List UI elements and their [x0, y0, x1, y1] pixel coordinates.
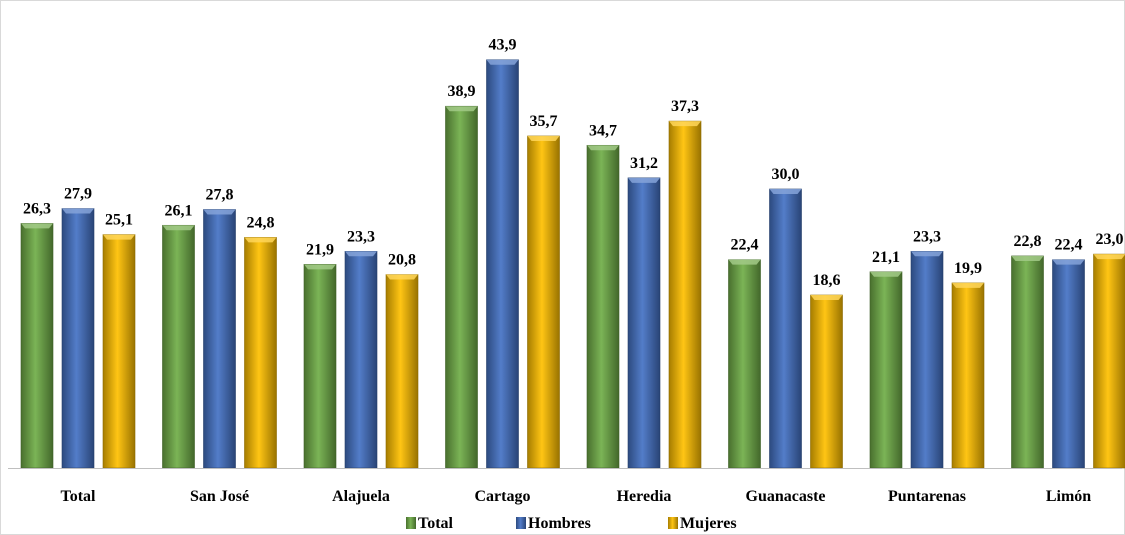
bar-cap-guanacaste-hombres	[769, 189, 802, 194]
data-label-san-jose-hombres: 27,8	[206, 186, 234, 203]
bar-cap-puntarenas-mujeres	[952, 282, 984, 288]
data-label-alajuela-mujeres: 20,8	[388, 252, 416, 269]
bar-heredia-total	[586, 144, 620, 469]
bar-cap-total-hombres	[62, 208, 94, 214]
bar-puntarenas-hombres	[910, 251, 944, 469]
bar-limon-mujeres	[1093, 253, 1125, 469]
data-label-puntarenas-hombres: 23,3	[913, 228, 941, 245]
bar-cap-total-total	[21, 223, 53, 229]
legend-label-mujeres: Mujeres	[680, 515, 737, 532]
category-label-san-jose: San José	[190, 488, 249, 505]
bar-san-jose-total	[162, 224, 195, 469]
bar-guanacaste-hombres	[769, 188, 802, 469]
bar-cap-alajuela-total	[304, 264, 336, 270]
data-label-cartago-total: 38,9	[448, 83, 476, 100]
bar-cap-heredia-total	[587, 145, 619, 151]
legend-label-hombres: Hombres	[528, 515, 591, 532]
bar-limon-hombres	[1052, 259, 1085, 469]
bar-cap-limon-total	[1011, 255, 1044, 261]
bar-cap-heredia-hombres	[628, 177, 660, 183]
data-label-san-jose-total: 26,1	[165, 202, 193, 219]
category-label-heredia: Heredia	[617, 488, 672, 505]
bar-alajuela-mujeres	[385, 274, 419, 469]
bar-cap-alajuela-hombres	[345, 251, 377, 257]
data-label-puntarenas-total: 21,1	[872, 249, 900, 266]
bar-cap-limon-mujeres	[1093, 254, 1125, 260]
bar-cartago-total	[445, 105, 478, 469]
legend-item-total: Total	[406, 515, 454, 532]
category-label-guanacaste: Guanacaste	[746, 488, 826, 505]
bar-heredia-mujeres	[668, 120, 702, 469]
bar-cap-san-jose-total	[162, 225, 195, 231]
data-label-san-jose-mujeres: 24,8	[247, 214, 275, 231]
bar-limon-total	[1011, 255, 1044, 469]
bar-cap-san-jose-hombres	[203, 209, 236, 215]
bar-total-total	[20, 223, 54, 469]
bar-cap-guanacaste-mujeres	[810, 295, 843, 301]
bar-cap-limon-hombres	[1052, 259, 1085, 265]
bars-layer	[20, 59, 1125, 469]
legend-swatch-hombres	[516, 517, 526, 529]
data-labels-layer: 26,3 27,9 25,1 26,1 27,8 24,8 21,9 23,3 20,8 38,9…	[23, 37, 1124, 289]
data-label-limon-mujeres: 23,0	[1096, 231, 1124, 248]
bar-alajuela-total	[303, 264, 337, 469]
data-label-limon-hombres: 22,4	[1055, 237, 1083, 254]
data-label-alajuela-hombres: 23,3	[347, 228, 375, 245]
category-label-total: Total	[61, 488, 97, 505]
data-label-guanacaste-total: 22,4	[731, 237, 759, 254]
data-label-total-mujeres: 25,1	[105, 212, 133, 229]
bar-cap-san-jose-mujeres	[244, 237, 277, 243]
bar-guanacaste-total	[728, 259, 761, 469]
data-label-total-total: 26,3	[23, 200, 51, 217]
data-label-heredia-total: 34,7	[589, 122, 617, 139]
data-label-cartago-hombres: 43,9	[489, 37, 517, 54]
bar-cap-cartago-hombres	[486, 59, 519, 65]
data-label-guanacaste-hombres: 30,0	[772, 166, 800, 183]
data-label-limon-total: 22,8	[1014, 233, 1042, 250]
data-label-alajuela-total: 21,9	[306, 241, 334, 258]
category-label-cartago: Cartago	[475, 488, 531, 505]
bar-cap-alajuela-mujeres	[386, 274, 418, 280]
bar-guanacaste-mujeres	[810, 294, 843, 469]
bar-puntarenas-total	[869, 271, 903, 469]
bar-san-jose-hombres	[203, 209, 236, 469]
bar-total-mujeres	[102, 234, 136, 469]
data-label-heredia-hombres: 31,2	[630, 155, 658, 172]
bar-cap-heredia-mujeres	[669, 121, 701, 127]
bar-heredia-hombres	[627, 177, 661, 469]
data-label-cartago-mujeres: 35,7	[530, 113, 558, 130]
bar-total-hombres	[61, 208, 95, 469]
data-label-puntarenas-mujeres: 19,9	[954, 260, 982, 277]
bar-san-jose-mujeres	[244, 237, 277, 469]
bar-cartago-mujeres	[527, 135, 560, 469]
bar-cap-guanacaste-total	[728, 259, 761, 265]
category-labels-layer: Total San José Alajuela Cartago Heredia Guana…	[61, 488, 1092, 505]
bar-cap-cartago-total	[445, 106, 478, 112]
data-label-total-hombres: 27,9	[64, 186, 92, 203]
category-label-limon: Limón	[1046, 488, 1091, 505]
bar-cap-puntarenas-hombres	[911, 251, 943, 257]
data-label-guanacaste-mujeres: 18,6	[813, 272, 841, 289]
bar-cap-total-mujeres	[103, 234, 135, 240]
bar-cap-puntarenas-total	[870, 271, 902, 277]
category-label-puntarenas: Puntarenas	[888, 488, 966, 505]
bar-alajuela-hombres	[344, 251, 378, 469]
legend-item-mujeres: Mujeres	[668, 515, 737, 532]
legend-label-total: Total	[418, 515, 454, 532]
category-label-alajuela: Alajuela	[332, 488, 390, 505]
data-label-heredia-mujeres: 37,3	[671, 98, 699, 115]
bar-cap-cartago-mujeres	[527, 135, 560, 141]
legend-swatch-total	[406, 517, 416, 529]
bar-puntarenas-mujeres	[951, 282, 985, 469]
legend-item-hombres: Hombres	[516, 515, 591, 532]
legend: Total Hombres Mujeres	[406, 515, 737, 532]
bar-cartago-hombres	[486, 59, 519, 469]
legend-swatch-mujeres	[668, 517, 678, 529]
